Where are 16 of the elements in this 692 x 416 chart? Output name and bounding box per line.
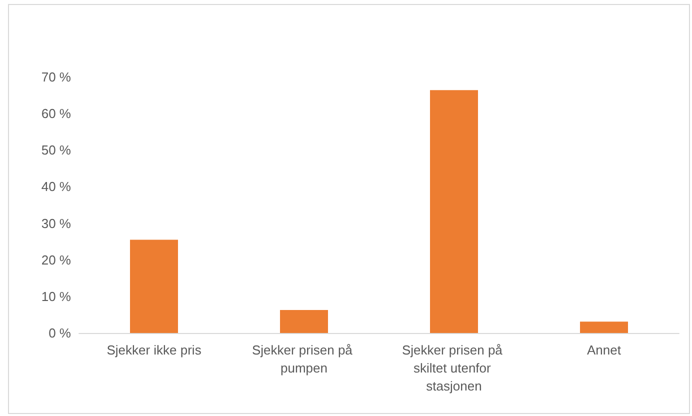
y-tick-label: 0 % — [48, 326, 72, 340]
y-tick-label: 30 % — [41, 216, 72, 231]
x-tick-label: Sjekker ikke pris — [106, 342, 202, 358]
y-tick-label: 10 % — [41, 288, 72, 304]
bar — [430, 90, 478, 333]
y-tick-label: 60 % — [41, 106, 72, 122]
bar — [280, 310, 328, 333]
bar — [580, 322, 628, 333]
y-tick-label: 40 % — [41, 179, 72, 194]
bar — [130, 240, 178, 333]
x-tick-label: Annet — [587, 342, 622, 358]
x-tick-label: Sjekker prisen på pumpen — [252, 342, 356, 376]
y-tick-label: 70 % — [41, 70, 72, 84]
y-tick-label: 20 % — [41, 252, 72, 268]
y-tick-label: 50 % — [41, 142, 72, 158]
x-tick-label: Sjekker prisen på skiltet utenfor stasjonen — [402, 342, 506, 394]
